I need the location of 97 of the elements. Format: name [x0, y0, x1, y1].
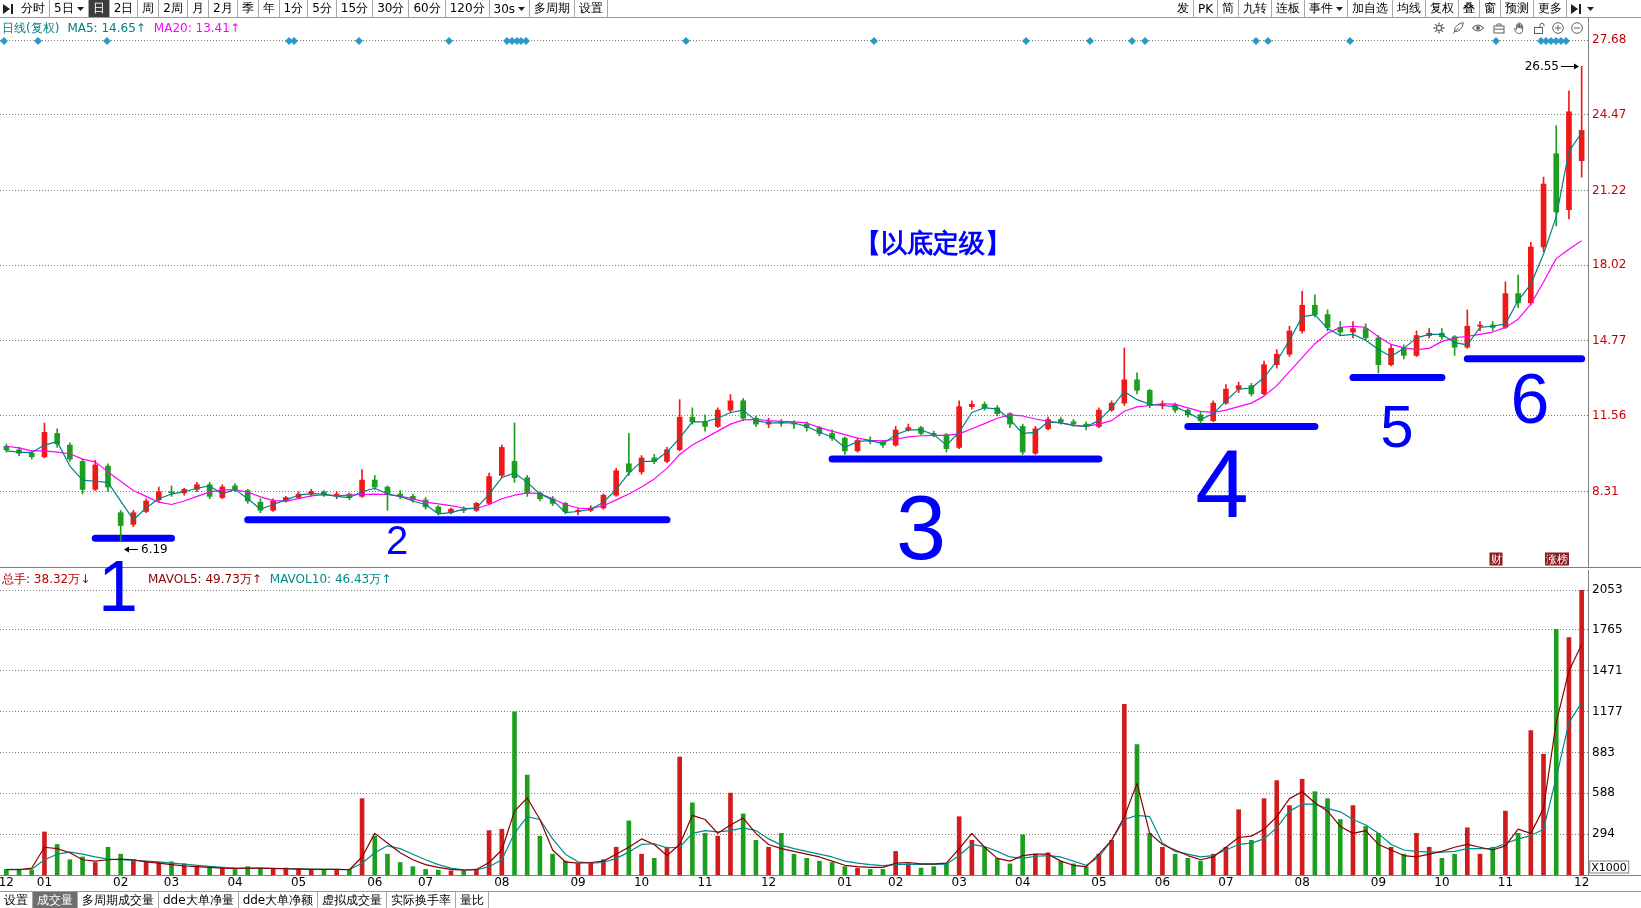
text: 30s: [493, 1, 516, 16]
x-tick-label: 10: [633, 875, 650, 890]
text: 分时: [21, 0, 45, 17]
text: 实际换手率: [391, 892, 452, 908]
text: 预测: [1505, 0, 1529, 17]
text: 2周: [163, 0, 183, 17]
chart-title: 日线(复权): [2, 21, 60, 35]
text: 120分: [449, 0, 485, 17]
x-tick-label: 05: [290, 875, 307, 890]
text: 设置: [4, 892, 28, 908]
text: 年: [262, 0, 275, 17]
text: 60分: [413, 0, 441, 17]
y-tick-label: 588: [1592, 785, 1615, 800]
text: 复权: [1430, 0, 1454, 17]
annotation: 3: [895, 478, 947, 578]
y-tick-label: 883: [1592, 744, 1615, 759]
x-tick-label: 07: [417, 875, 434, 890]
text: 2月: [212, 0, 233, 17]
text: 1分: [283, 0, 304, 17]
y-tick-label: 8.31: [1592, 483, 1619, 498]
text: 事件: [1309, 0, 1333, 17]
x-tick-label: 09: [570, 875, 586, 890]
text: 周: [142, 0, 155, 17]
text: 季: [241, 0, 254, 17]
x-tick-label: 03: [163, 875, 180, 890]
text: 2日: [113, 0, 134, 17]
x-tick-label: 10: [1434, 875, 1450, 890]
annotation: 6: [1510, 360, 1550, 438]
text: 设置: [579, 0, 604, 17]
x-tick-label: 02: [887, 875, 904, 890]
annotation: 涨榜: [1545, 552, 1569, 566]
text: 成交量: [37, 892, 73, 908]
x-tick-label: 07: [1218, 875, 1234, 890]
x-tick-label: 12: [1574, 875, 1590, 890]
text: 月: [191, 0, 204, 17]
text: 叠: [1463, 0, 1475, 17]
text: 日: [92, 0, 105, 17]
text: 5日: [54, 0, 74, 17]
y-tick-label: 21.22: [1592, 182, 1627, 197]
text: 连板: [1276, 0, 1300, 17]
text: 5分: [312, 0, 332, 17]
y-tick-label: 27.68: [1592, 32, 1627, 47]
text: 30分: [377, 0, 405, 17]
text: dde大单净量: [163, 892, 234, 908]
annotation: 5: [1380, 393, 1414, 460]
x-tick-label: 05: [1091, 875, 1107, 890]
y-tick-label: 18.02: [1592, 257, 1627, 272]
text: 简: [1222, 0, 1234, 17]
text: dde大单净额: [242, 892, 314, 908]
x-tick-label: 06: [367, 875, 383, 890]
x-tick-label: 08: [494, 875, 510, 890]
y-tick-label: 24.47: [1592, 106, 1627, 121]
x-tick-label: 11: [1497, 875, 1514, 890]
y-tick-label: 14.77: [1592, 333, 1627, 348]
y-tick-label: 11.56: [1592, 407, 1627, 422]
y-tick-label: 1765: [1592, 622, 1623, 637]
x-tick-label: 12: [0, 875, 14, 890]
annotation: 2: [385, 518, 409, 562]
text: 均线: [1397, 0, 1421, 17]
x-tick-label: 01: [36, 875, 53, 890]
text: 虚拟成交量: [322, 892, 383, 908]
annotation: 【以底定级】: [855, 228, 1011, 258]
text: 多周期: [534, 0, 571, 17]
text: PK: [1197, 1, 1213, 16]
text: 更多: [1538, 0, 1562, 17]
x-tick-label: 11: [697, 875, 713, 890]
text: 加自选: [1352, 0, 1388, 17]
annotation: 1: [97, 546, 139, 627]
x-tick-label: 01: [837, 875, 853, 890]
text: 15分: [340, 0, 369, 17]
text: 九转: [1243, 0, 1267, 17]
x-tick-label: 02: [113, 875, 129, 890]
x-tick-label: 12: [760, 875, 777, 890]
text: 发: [1176, 0, 1189, 17]
y-tick-label: 2053: [1592, 582, 1623, 597]
text: MAVOL5: 49.73万↑: [148, 572, 262, 586]
x-tick-label: 06: [1154, 875, 1171, 890]
text: MA20: 13.41↑: [153, 21, 240, 35]
annotation: 6.19: [141, 542, 168, 556]
text: MA5: 14.65↑: [67, 21, 146, 35]
annotation: 26.55: [1524, 59, 1559, 73]
text: MAVOL10: 46.43万↑: [269, 572, 392, 586]
text: X1000: [1589, 860, 1629, 874]
y-tick-label: 1177: [1592, 703, 1623, 718]
text: 窗: [1484, 0, 1496, 17]
x-tick-label: 09: [1370, 875, 1387, 890]
y-tick-label: 1471: [1592, 662, 1623, 677]
x-tick-label: 03: [951, 875, 967, 890]
annotation: 4: [1195, 429, 1249, 537]
y-tick-label: 294: [1592, 826, 1615, 841]
chart-title: 总手: 38.32万↓: [2, 572, 91, 586]
annotation: 财: [1489, 552, 1503, 566]
x-tick-label: 04: [227, 875, 243, 890]
text: 多周期成交量: [82, 892, 154, 908]
x-tick-label: 04: [1015, 875, 1031, 890]
x-tick-label: 08: [1294, 875, 1310, 890]
text: 量比: [460, 892, 485, 908]
